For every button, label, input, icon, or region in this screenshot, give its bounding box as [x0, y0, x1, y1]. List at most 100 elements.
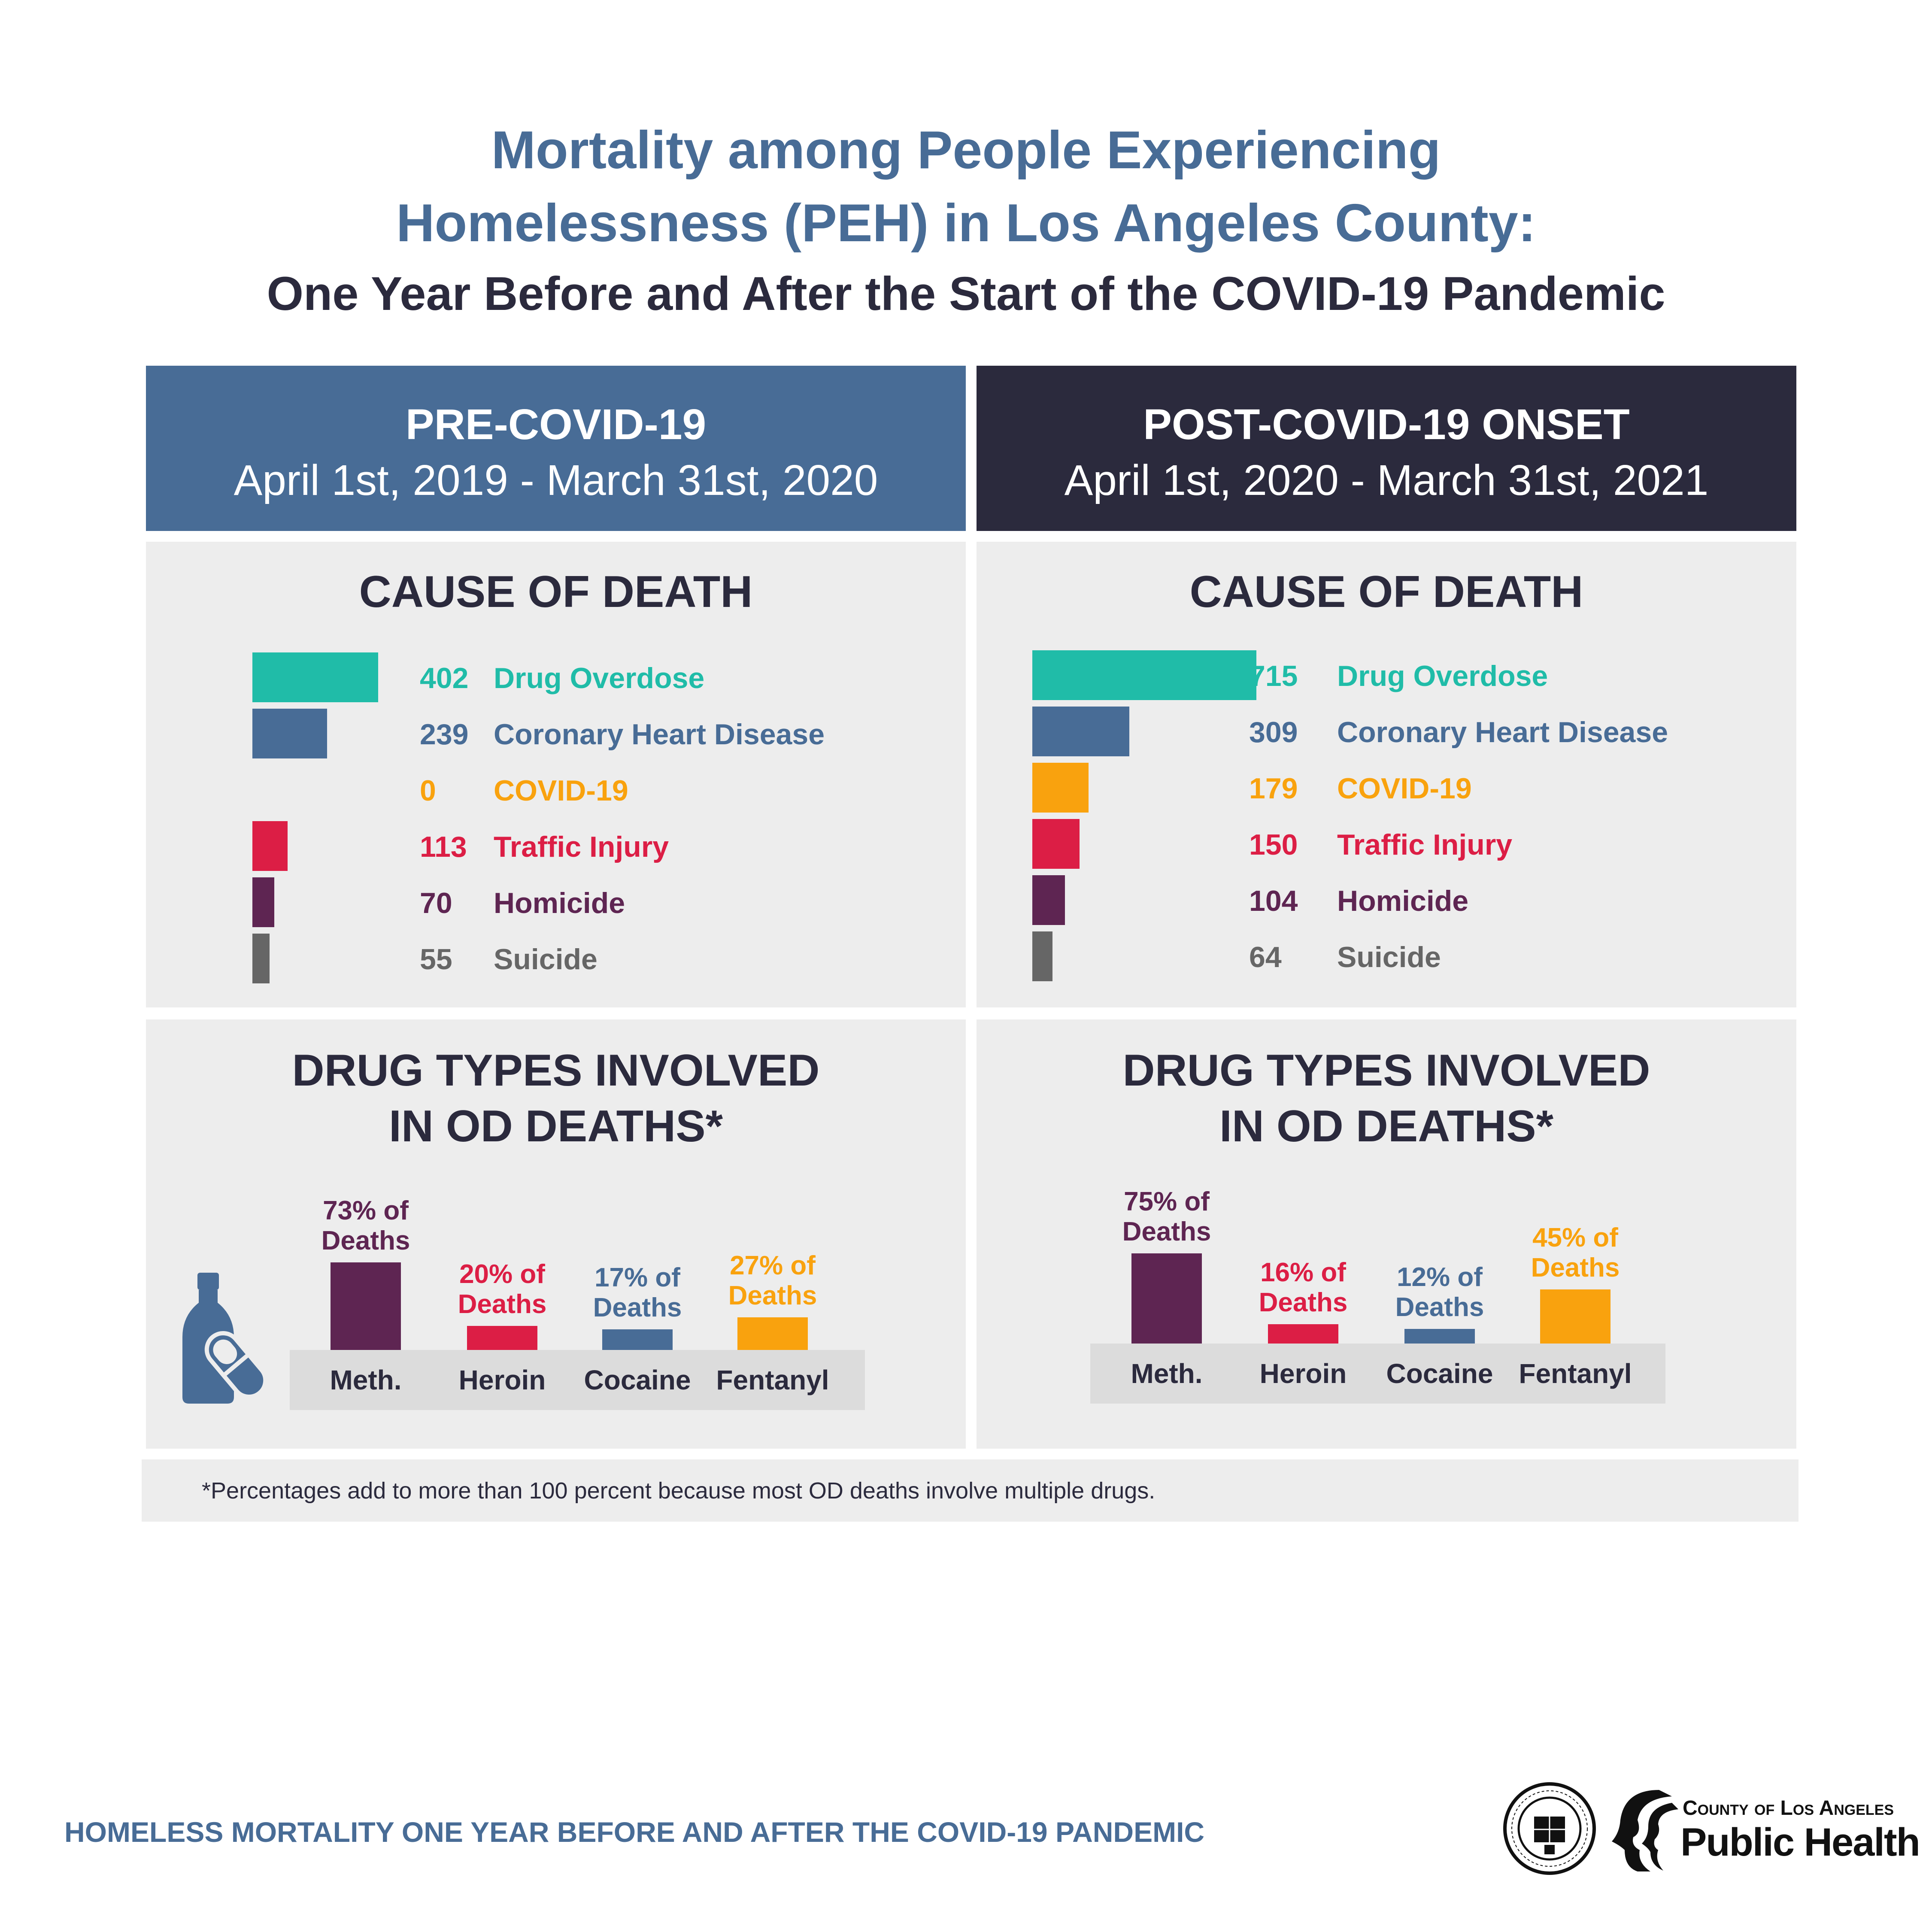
cause-label: COVID-19	[494, 774, 628, 807]
drug-bar	[1404, 1329, 1475, 1344]
drug-name-label: Cocaine	[584, 1365, 691, 1395]
cause-bar	[1032, 707, 1129, 756]
cause-value: 402	[420, 662, 469, 695]
drug-percent-suffix: Deaths	[728, 1281, 817, 1311]
cause-value: 715	[1249, 660, 1298, 692]
drug-percent-suffix: Deaths	[1259, 1288, 1348, 1318]
drug-percent-label: 27% of Deaths	[704, 1251, 841, 1311]
drug-name-label: Fentanyl	[1519, 1358, 1632, 1389]
cause-bar	[252, 709, 328, 758]
cause-label: Traffic Injury	[494, 831, 669, 863]
post-cause-title: CAUSE OF DEATH	[1189, 567, 1583, 617]
drug-percent-suffix: Deaths	[1395, 1292, 1484, 1322]
drug-bar	[331, 1262, 401, 1350]
main-title-line1: Mortality among People Experiencing	[491, 121, 1441, 180]
cause-label: Suicide	[1337, 941, 1441, 974]
bottom-banner-text: HOMELESS MORTALITY ONE YEAR BEFORE AND A…	[64, 1816, 1205, 1848]
post-drug-title-line2: IN OD DEATHS*	[1219, 1101, 1554, 1151]
drug-percent-label: 17% of Deaths	[569, 1263, 706, 1323]
cause-bar	[252, 877, 275, 927]
cause-bar	[1032, 763, 1089, 813]
post-cause-panel	[977, 542, 1796, 1007]
cause-label: COVID-19	[1337, 772, 1472, 805]
main-title-line2: Homelessness (PEH) in Los Angeles County…	[396, 194, 1536, 253]
drug-percent-label: 45% of Deaths	[1507, 1223, 1644, 1283]
cause-bar	[252, 821, 288, 871]
county-seal-icon	[1503, 1782, 1596, 1875]
drug-bar	[467, 1326, 537, 1350]
drug-percent-value: 73% of	[323, 1195, 409, 1225]
drug-percent-value: 12% of	[1397, 1262, 1483, 1292]
post-covid-header-dates: April 1st, 2020 - March 31st, 2021	[1064, 456, 1709, 504]
cause-value: 239	[420, 718, 469, 751]
drug-percent-label: 73% of Deaths	[297, 1196, 434, 1256]
drug-percent-value: 16% of	[1260, 1258, 1346, 1288]
drug-percent-suffix: Deaths	[1122, 1217, 1211, 1247]
pre-cause-panel	[146, 542, 966, 1007]
cause-label: Homicide	[494, 887, 625, 919]
pre-drug-title-line1: DRUG TYPES INVOLVED	[292, 1046, 820, 1095]
cause-value: 150	[1249, 828, 1298, 861]
drug-percent-value: 20% of	[459, 1259, 545, 1289]
drug-percent-value: 27% of	[730, 1251, 816, 1281]
drug-percent-suffix: Deaths	[321, 1225, 410, 1256]
cause-value: 64	[1249, 941, 1282, 974]
cause-value: 309	[1249, 716, 1298, 749]
cause-bar	[1032, 650, 1256, 700]
cause-value: 113	[420, 831, 467, 863]
bottle-pill-icon	[182, 1273, 268, 1404]
drug-percent-suffix: Deaths	[593, 1293, 682, 1323]
drug-percent-value: 75% of	[1124, 1187, 1210, 1216]
cause-label: Drug Overdose	[1337, 660, 1548, 692]
drug-percent-label: 75% of Deaths	[1098, 1187, 1235, 1247]
drug-bar	[1131, 1253, 1202, 1344]
logo-public-health-text: Public Health	[1680, 1820, 1920, 1864]
drug-name-label: Fentanyl	[716, 1365, 829, 1395]
cause-value: 104	[1249, 885, 1298, 917]
cause-label: Homicide	[1337, 885, 1469, 917]
cause-label: Coronary Heart Disease	[494, 718, 825, 751]
drug-name-label: Meth.	[330, 1365, 402, 1395]
cause-bar	[1032, 819, 1080, 869]
cause-label: Coronary Heart Disease	[1337, 716, 1668, 749]
drug-name-label: Heroin	[458, 1365, 546, 1395]
cause-value: 70	[420, 887, 452, 919]
drug-bar	[737, 1317, 808, 1350]
drug-percent-suffix: Deaths	[458, 1289, 547, 1319]
cause-label: Traffic Injury	[1337, 828, 1513, 861]
cause-value: 0	[420, 774, 436, 807]
logo-county-text: County of Los Angeles	[1683, 1797, 1894, 1820]
drug-bar	[1540, 1289, 1611, 1344]
drug-category-strip	[290, 1350, 865, 1410]
cause-label: Drug Overdose	[494, 662, 705, 695]
post-drug-title-line1: DRUG TYPES INVOLVED	[1122, 1046, 1650, 1095]
drug-name-label: Cocaine	[1386, 1358, 1493, 1389]
drug-category-strip	[1090, 1344, 1665, 1404]
pre-drug-title-line2: IN OD DEATHS*	[388, 1101, 723, 1151]
footnote-box: *Percentages add to more than 100 percen…	[142, 1459, 1799, 1522]
post-covid-header: POST-COVID-19 ONSET April 1st, 2020 - Ma…	[977, 366, 1796, 531]
cause-value: 55	[420, 943, 452, 976]
cause-bar	[1032, 931, 1052, 981]
cause-value: 179	[1249, 772, 1298, 805]
cause-bar	[1032, 875, 1065, 925]
drug-name-label: Heroin	[1259, 1358, 1347, 1389]
post-covid-header-title: POST-COVID-19 ONSET	[1143, 400, 1630, 449]
drug-percent-label: 20% of Deaths	[434, 1259, 571, 1319]
pre-covid-header-dates: April 1st, 2019 - March 31st, 2020	[234, 456, 878, 504]
pre-covid-header: PRE-COVID-19 April 1st, 2019 - March 31s…	[146, 366, 966, 531]
cause-label: Suicide	[494, 943, 597, 976]
drug-bar	[602, 1329, 673, 1350]
drug-percent-label: 16% of Deaths	[1234, 1258, 1372, 1318]
cause-bar	[252, 652, 379, 702]
drug-name-label: Meth.	[1131, 1358, 1203, 1389]
pre-covid-header-title: PRE-COVID-19	[405, 400, 707, 449]
drug-percent-suffix: Deaths	[1531, 1253, 1620, 1283]
subtitle: One Year Before and After the Start of t…	[267, 267, 1665, 320]
drug-percent-value: 17% of	[594, 1263, 680, 1293]
drug-percent-label: 12% of Deaths	[1371, 1262, 1508, 1322]
cause-bar	[252, 934, 270, 983]
drug-bar	[1268, 1324, 1338, 1344]
footnote-text: *Percentages add to more than 100 percen…	[202, 1478, 1156, 1504]
drug-percent-value: 45% of	[1532, 1223, 1618, 1253]
